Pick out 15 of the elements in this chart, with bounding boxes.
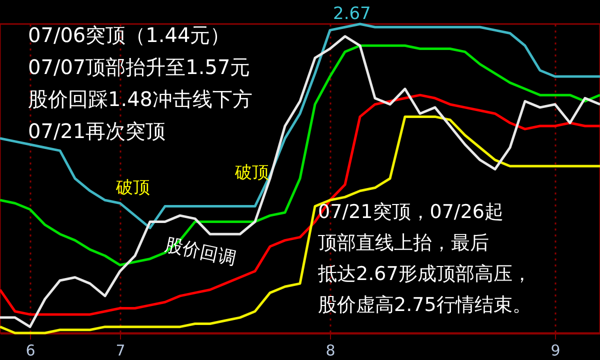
annotation: 股价回踩1.48冲击线下方 xyxy=(28,87,253,111)
x-tick-label: 6 xyxy=(26,342,36,360)
x-tick-label: 9 xyxy=(550,342,560,360)
annotation: 股价虚高2.75行情结束。 xyxy=(318,294,532,316)
annotation: 股价回调 xyxy=(162,234,238,270)
annotation: 07/21再次突顶 xyxy=(28,119,166,143)
annotation: 07/06突顶（1.44元） xyxy=(28,23,230,47)
annotation: 顶部直线上抬，最后 xyxy=(318,232,489,254)
annotation: 抵达2.67形成顶部高压， xyxy=(317,263,532,285)
annotation: 破顶 xyxy=(234,163,269,183)
annotation: 2.67 xyxy=(333,4,371,24)
annotation: 07/07顶部抬升至1.57元 xyxy=(28,55,250,79)
x-tick-label: 7 xyxy=(116,342,126,360)
annotation: 破顶 xyxy=(115,178,150,198)
x-tick-label: 8 xyxy=(326,342,336,360)
